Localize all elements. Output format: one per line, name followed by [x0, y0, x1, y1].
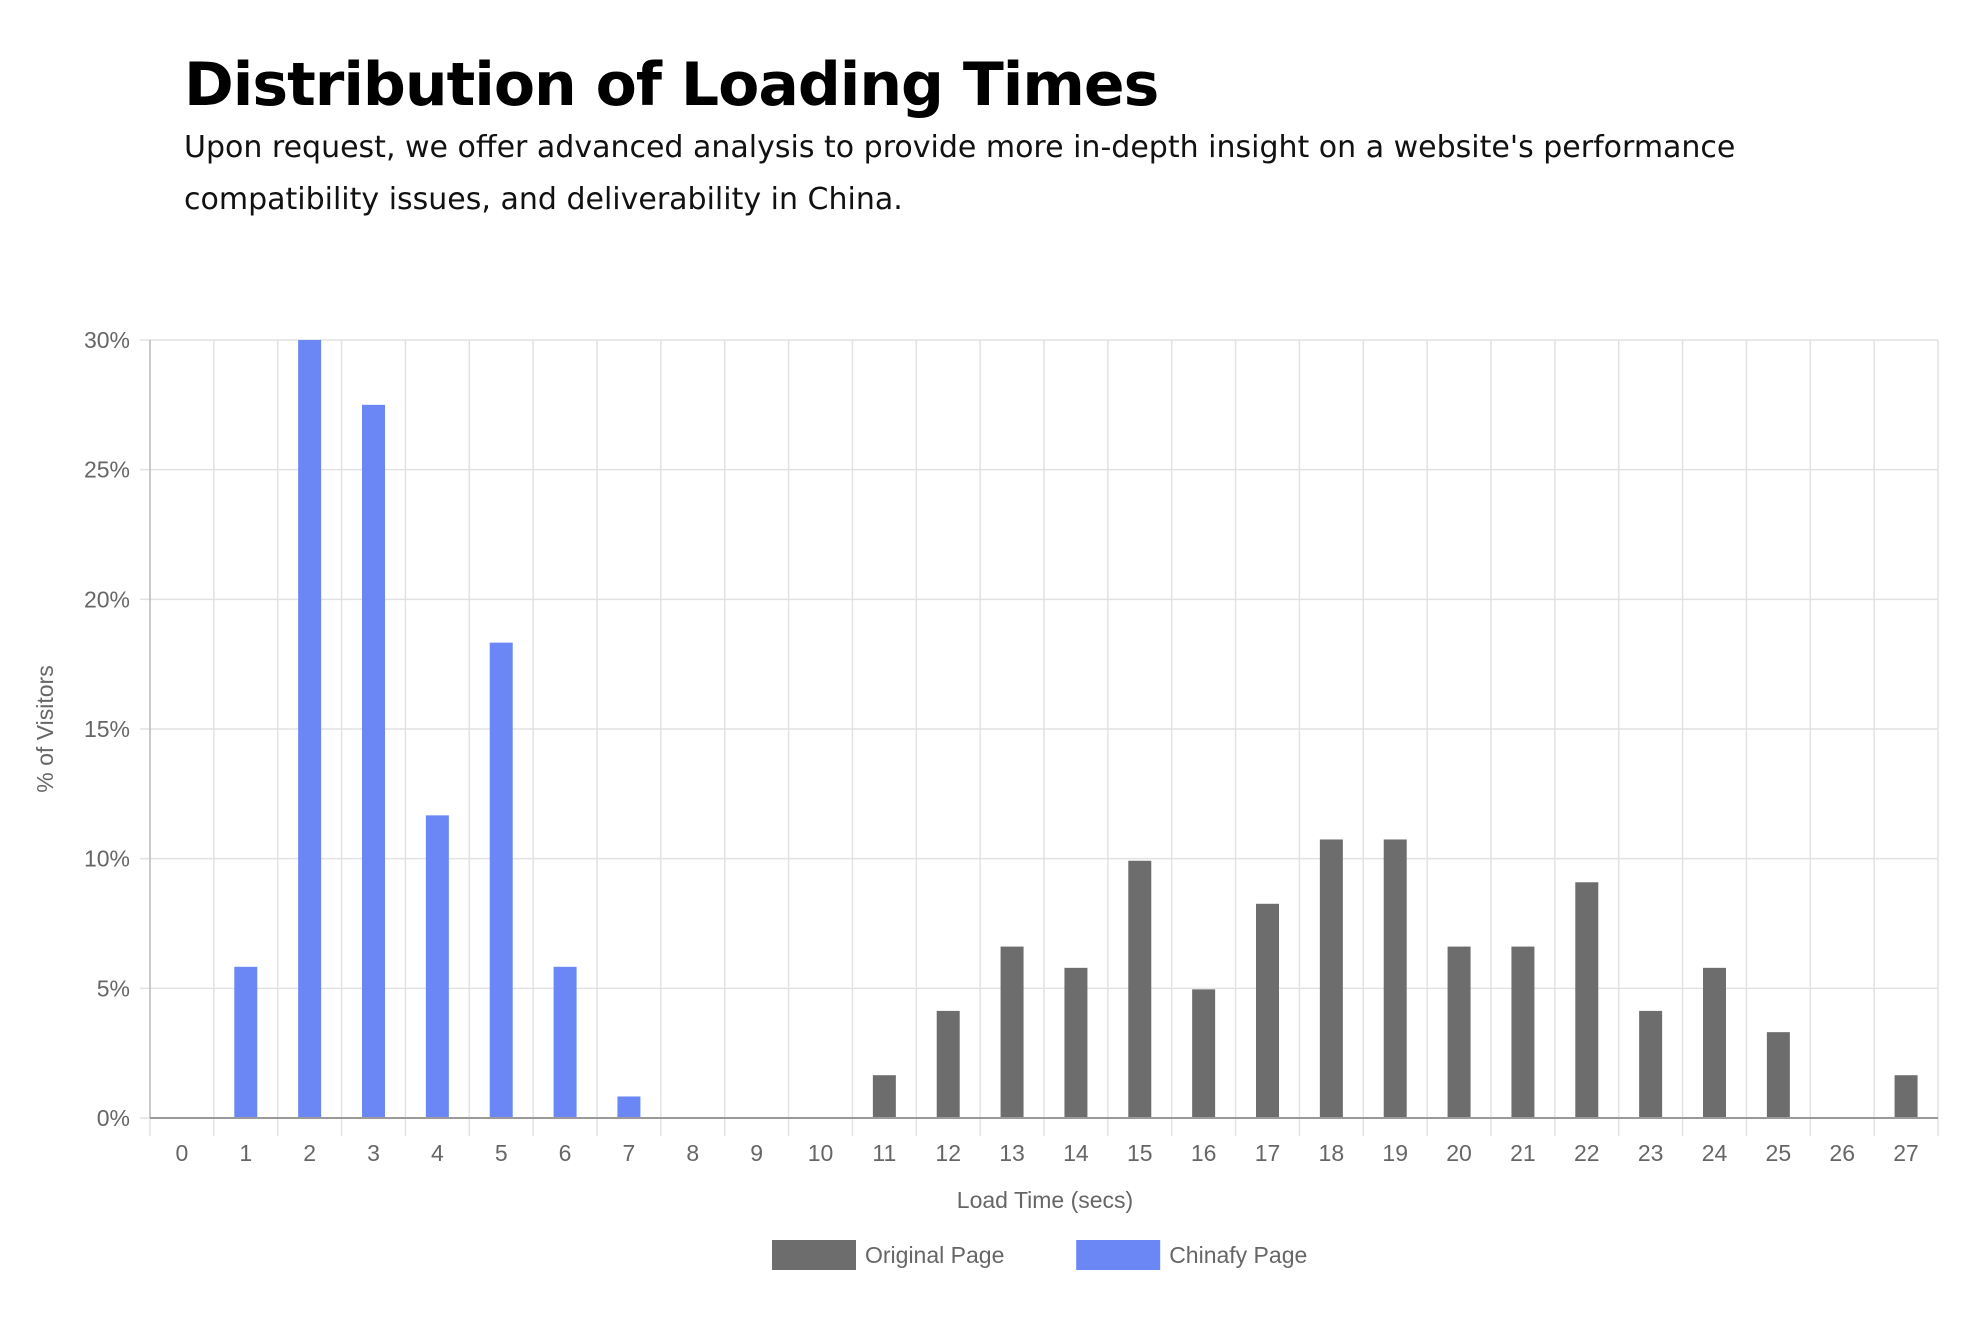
loading-time-chart: 0%5%10%15%20%25%30%0 1 2 3 4 5 6 7 8 9 10 11 12 13 14 1…	[32, 327, 1939, 1270]
x-tick-label: 22	[1574, 1140, 1600, 1166]
x-tick-label: 19	[1382, 1140, 1408, 1166]
bars-layer	[234, 340, 1918, 1118]
bar-original-page	[1575, 882, 1599, 1118]
x-axis-title: Load Time (secs)	[957, 1187, 1133, 1213]
x-tick-label: 0	[176, 1140, 189, 1166]
x-tick-label: 18	[1319, 1140, 1345, 1166]
bar-original-page	[1128, 860, 1152, 1118]
x-tick-label: 10	[808, 1140, 834, 1166]
bar-original-page	[936, 1010, 960, 1118]
bar-chinafy-page	[425, 815, 449, 1118]
x-tick-label: 21	[1510, 1140, 1536, 1166]
x-tick-label: 16	[1191, 1140, 1217, 1166]
x-tick-label: 17	[1255, 1140, 1281, 1166]
x-tick-label: 5	[495, 1140, 508, 1166]
legend-label: Chinafy Page	[1169, 1242, 1307, 1268]
bar-chinafy-page	[489, 642, 513, 1118]
page-subtitle: Upon request, we offer advanced analysis…	[184, 130, 1736, 217]
x-tick-label: 24	[1702, 1140, 1728, 1166]
bar-original-page	[1447, 946, 1471, 1118]
x-tick-label: 14	[1063, 1140, 1089, 1166]
x-tick-label: 3	[367, 1140, 380, 1166]
bar-chinafy-page	[617, 1096, 641, 1118]
bar-chinafy-page	[298, 340, 322, 1118]
x-tick-label: 1	[239, 1140, 252, 1166]
x-tick-label: 9	[750, 1140, 763, 1166]
y-tick-label: 20%	[84, 586, 130, 612]
bar-original-page	[1256, 903, 1279, 1118]
x-tick-label: 25	[1766, 1140, 1792, 1166]
legend-swatch	[1076, 1240, 1161, 1270]
bar-original-page	[1383, 839, 1407, 1118]
bar-original-page	[1064, 967, 1088, 1118]
legend-swatch	[772, 1240, 856, 1270]
x-tick-label: 12	[935, 1140, 961, 1166]
bar-original-page	[1000, 946, 1024, 1118]
y-axis-title: % of Visitors	[32, 665, 58, 792]
x-tick-label: 6	[559, 1140, 572, 1166]
x-tick-label: 4	[431, 1140, 444, 1166]
bar-original-page	[1894, 1075, 1918, 1118]
y-tick-label: 15%	[84, 716, 130, 742]
y-tick-label: 5%	[97, 975, 130, 1001]
x-tick-label: 13	[999, 1140, 1025, 1166]
y-tick-label: 10%	[84, 846, 130, 872]
x-tick-label: 2	[303, 1140, 316, 1166]
x-tick-label: 15	[1127, 1140, 1153, 1166]
y-tick-label: 0%	[97, 1105, 130, 1131]
bar-original-page	[1192, 989, 1216, 1118]
x-tick-label: 23	[1638, 1140, 1664, 1166]
x-tick-label: 20	[1446, 1140, 1472, 1166]
bar-original-page	[1511, 946, 1535, 1118]
y-tick-label: 30%	[84, 327, 130, 353]
bar-chinafy-page	[234, 966, 258, 1118]
bar-original-page	[1639, 1010, 1663, 1118]
bar-original-page	[1319, 839, 1343, 1118]
page-title: Distribution of Loading Times	[184, 50, 1159, 120]
bar-original-page	[872, 1075, 896, 1118]
bar-original-page	[1766, 1032, 1790, 1118]
x-tick-label: 7	[623, 1140, 636, 1166]
x-tick-label: 11	[872, 1140, 896, 1166]
bar-original-page	[1703, 967, 1726, 1118]
x-tick-label: 8	[686, 1140, 699, 1166]
bar-chinafy-page	[553, 966, 577, 1118]
legend-label: Original Page	[865, 1242, 1004, 1268]
x-tick-label: 26	[1829, 1140, 1855, 1166]
axis-layer: 0%5%10%15%20%25%30%0 1 2 3 4 5 6 7 8 9 10 11 12 13 14 1…	[84, 327, 1938, 1166]
x-tick-label: 27	[1893, 1140, 1919, 1166]
legend: Original Page Chinafy Page	[772, 1240, 1307, 1270]
grid-layer	[149, 339, 1939, 1136]
bar-chinafy-page	[362, 404, 385, 1118]
y-tick-label: 25%	[84, 457, 130, 483]
